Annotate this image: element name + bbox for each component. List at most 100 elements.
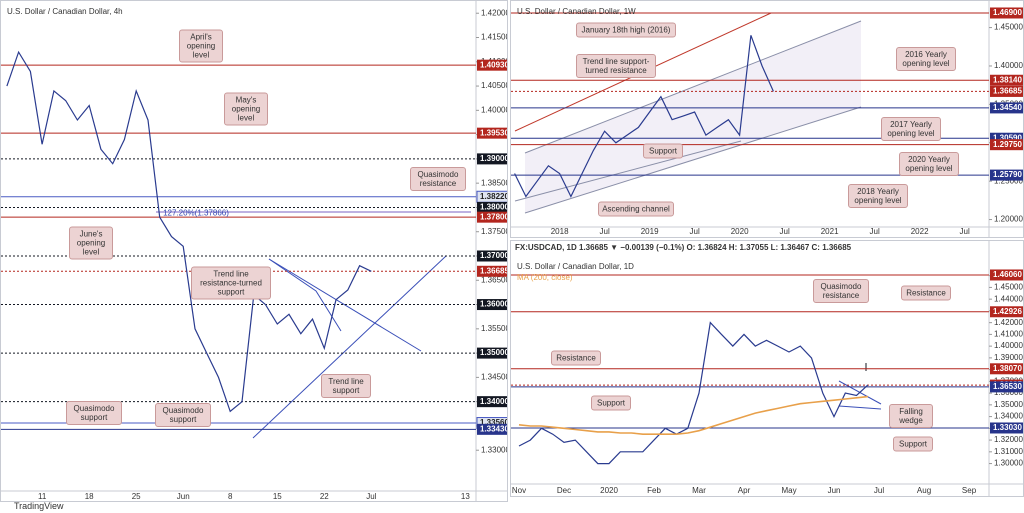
x-tick-label: 2020 <box>600 486 618 495</box>
y-tick-label: 1.40500 <box>481 81 508 90</box>
annotation: Trend line resistance-turned support <box>191 266 271 300</box>
level-label: 1.38140 <box>993 75 1022 84</box>
level-box <box>990 306 1023 318</box>
level-box <box>990 7 1023 19</box>
annotation: June's opening level <box>69 226 113 260</box>
level-label: 1.40930 <box>480 60 508 69</box>
annotation: Falling wedge <box>889 404 933 428</box>
annotation: April's opening level <box>179 29 223 63</box>
annotation: 2018 Yearly opening level <box>848 184 908 208</box>
chart-title: U.S. Dollar / Canadian Dollar, 4h <box>7 7 123 16</box>
level-label: 1.36530 <box>993 382 1022 391</box>
chart-4h: 1.330001.335001.340001.345001.350001.355… <box>0 0 508 502</box>
annotation: Quasimodo resistance <box>813 279 869 303</box>
x-tick-label: Mar <box>692 486 706 495</box>
level-box <box>477 201 507 213</box>
level-box <box>477 153 507 165</box>
chart-svg: 1.330001.335001.340001.345001.350001.355… <box>1 1 508 501</box>
channel-shade <box>525 21 861 213</box>
y-tick-label: 1.44000 <box>994 294 1023 303</box>
chart-title: U.S. Dollar / Canadian Dollar, 1W <box>517 7 636 16</box>
y-tick-label: 1.30000 <box>994 459 1023 468</box>
price-line <box>518 395 868 435</box>
x-tick-label: Jul <box>600 227 610 236</box>
x-tick-label: 11 <box>38 492 47 501</box>
level-box <box>990 269 1023 281</box>
x-tick-label: 18 <box>85 492 94 501</box>
annotation: 2016 Yearly opening level <box>896 47 956 71</box>
x-tick-label: Jul <box>960 227 970 236</box>
x-tick-label: Jun <box>177 492 190 501</box>
annotation: Trend line support-turned resistance <box>576 54 656 78</box>
y-tick-label: 1.40000 <box>481 105 508 114</box>
y-tick-label: 1.35500 <box>481 324 508 333</box>
annotation: Resistance <box>901 285 951 301</box>
drawing-line <box>524 106 862 214</box>
y-tick-label: 1.40000 <box>994 341 1023 350</box>
x-tick-label: Nov <box>512 486 526 495</box>
level-box <box>477 265 507 277</box>
annotation: Quasimodo support <box>155 403 211 427</box>
level-box <box>990 132 1023 144</box>
y-tick-label: 1.40000 <box>994 61 1023 70</box>
y-tick-label: 1.33000 <box>481 445 508 454</box>
x-tick-label: Feb <box>647 486 661 495</box>
y-tick-label: 1.35000 <box>994 400 1023 409</box>
level-box <box>990 85 1023 97</box>
chart-1d: 1.300001.310001.320001.330001.340001.350… <box>510 240 1024 497</box>
level-label: 1.34000 <box>480 397 508 406</box>
y-tick-label: 1.41500 <box>481 33 508 42</box>
level-box <box>990 169 1023 181</box>
level-label: 1.30590 <box>993 133 1022 142</box>
y-tick-label: 1.42000 <box>994 318 1023 327</box>
level-box <box>477 127 507 139</box>
level-box <box>477 347 507 359</box>
x-tick-label: Jul <box>690 227 700 236</box>
level-label: 1.38000 <box>480 203 508 212</box>
drawing-line <box>838 405 882 410</box>
level-box <box>990 74 1023 86</box>
price-line <box>514 35 774 198</box>
y-tick-label: 1.36500 <box>481 275 508 284</box>
level-box <box>990 139 1023 151</box>
drawing-line <box>514 140 742 202</box>
level-label: 1.39000 <box>480 154 508 163</box>
y-tick-label: 1.25000 <box>994 176 1023 185</box>
annotation: Support <box>893 436 933 452</box>
x-tick-label: May <box>781 486 796 495</box>
y-tick-label: 1.39000 <box>994 353 1023 362</box>
x-tick-label: 2021 <box>821 227 839 236</box>
x-tick-label: Apr <box>738 486 751 495</box>
level-label: 1.37000 <box>480 251 508 260</box>
annotation: Quasimodo support <box>66 401 122 425</box>
level-box <box>477 250 507 262</box>
y-tick-label: 1.34500 <box>481 372 508 381</box>
level-box <box>990 381 1023 393</box>
header: FX:USDCAD, 1D 1.36685 ▼ −0.00139 (−0.1%)… <box>515 243 852 252</box>
x-tick-label: 13 <box>461 492 470 501</box>
level-label: 1.46060 <box>993 270 1022 279</box>
annotation: January 18th high (2016) <box>576 22 676 38</box>
y-tick-label: 1.32000 <box>994 435 1023 444</box>
x-tick-label: 22 <box>320 492 329 501</box>
chart-svg: 1.200001.250001.300001.350001.400001.450… <box>511 1 1023 237</box>
level-label: 1.33560 <box>480 418 508 427</box>
x-tick-label: 2020 <box>731 227 749 236</box>
chart-title: U.S. Dollar / Canadian Dollar, 1D <box>517 262 634 271</box>
x-tick-label: Jul <box>870 227 880 236</box>
level-box <box>990 422 1023 434</box>
y-tick-label: 1.41000 <box>994 330 1023 339</box>
chart-svg: 1.300001.310001.320001.330001.340001.350… <box>511 241 1023 496</box>
price-line <box>518 321 869 465</box>
legend-entry: MA (200, close) <box>517 273 573 282</box>
x-tick-label: 8 <box>228 492 233 501</box>
level-box <box>990 102 1023 114</box>
drawing-line <box>268 258 342 332</box>
level-label: 1.38070 <box>993 364 1022 373</box>
y-tick-label: 1.38500 <box>481 178 508 187</box>
annotation: 2017 Yearly opening level <box>881 117 941 141</box>
y-tick-label: 1.45000 <box>994 283 1023 292</box>
footer-logo: TradingView <box>14 501 64 511</box>
level-box <box>477 423 507 435</box>
x-tick-label: 15 <box>273 492 282 501</box>
